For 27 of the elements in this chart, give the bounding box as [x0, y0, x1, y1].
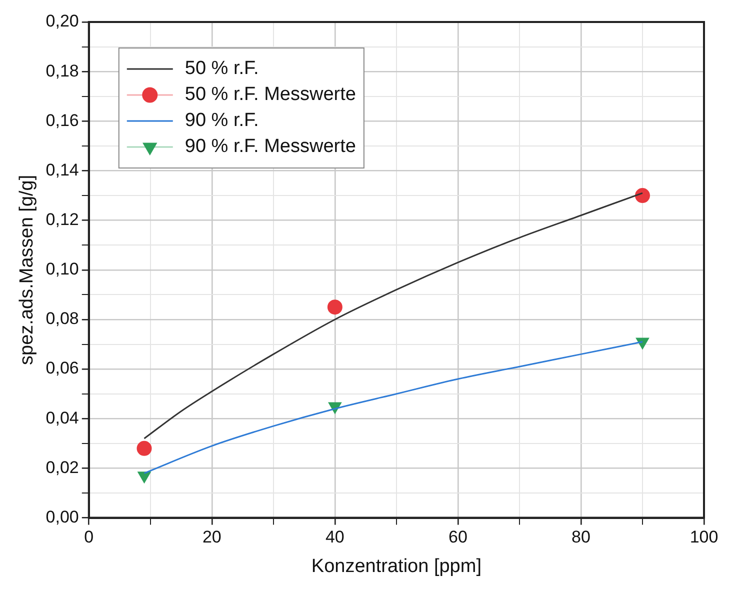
x-tick-label: 60: [448, 528, 468, 547]
legend-label: 50 % r.F.: [184, 58, 259, 80]
y-tick-label: 0,14: [46, 160, 79, 180]
y-tick-label: 0,06: [46, 358, 79, 378]
x-axis-title: Konzentration [ppm]: [311, 556, 482, 577]
y-axis-title: spez.ads.Massen [g/g]: [16, 174, 38, 365]
point: [138, 472, 151, 484]
legend-label: 90 % r.F.: [184, 110, 259, 132]
y-tick-label: 0,12: [46, 210, 79, 230]
legend-label: 50 % r.F. Messwerte: [184, 84, 356, 106]
y-tick-label: 0,16: [46, 110, 79, 130]
point: [636, 338, 650, 350]
y-tick-label: 0,04: [46, 408, 79, 428]
y-tick-label: 0,18: [46, 61, 79, 80]
y-tick-label: 0,02: [46, 458, 79, 477]
y-tick-label: 0,08: [46, 309, 79, 328]
legend-label: 90 % r.F. Messwerte: [184, 136, 356, 158]
y-tick-label: 0,20: [46, 12, 79, 31]
y-tick-label: 0,00: [46, 507, 79, 526]
point: [634, 188, 650, 204]
y-tick-label: 0,10: [46, 260, 79, 279]
x-tick-label: 100: [690, 528, 718, 547]
point: [327, 300, 342, 315]
x-tick-label: 0: [84, 528, 94, 547]
x-tick-label: 20: [202, 528, 222, 547]
x-tick-label: 40: [325, 528, 344, 547]
x-tick-label: 80: [572, 528, 590, 547]
